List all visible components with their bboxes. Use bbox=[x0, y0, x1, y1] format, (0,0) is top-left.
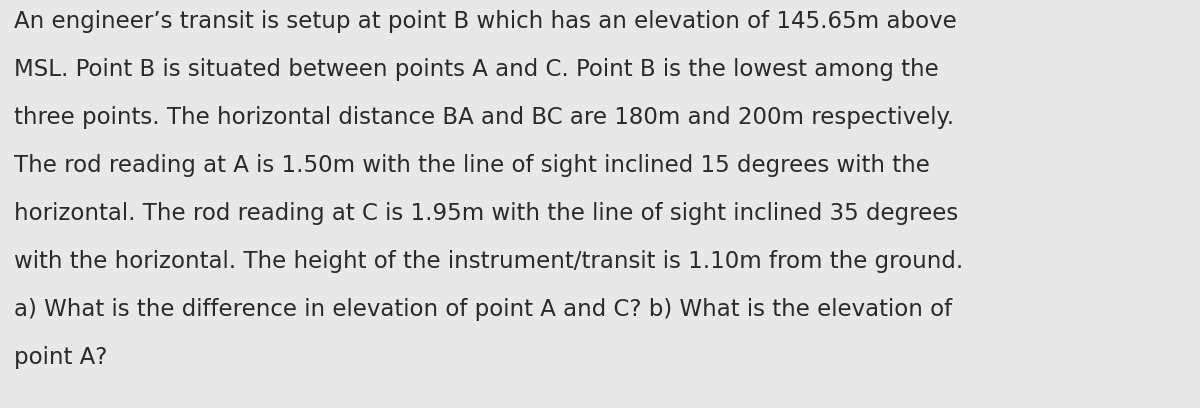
Text: with the horizontal. The height of the instrument/transit is 1.10m from the grou: with the horizontal. The height of the i… bbox=[14, 250, 964, 273]
Text: horizontal. The rod reading at C is 1.95m with the line of sight inclined 35 deg: horizontal. The rod reading at C is 1.95… bbox=[14, 202, 959, 225]
Text: three points. The horizontal distance BA and BC are 180m and 200m respectively.: three points. The horizontal distance BA… bbox=[14, 106, 954, 129]
Text: An engineer’s transit is setup at point B which has an elevation of 145.65m abov: An engineer’s transit is setup at point … bbox=[14, 10, 956, 33]
Text: a) What is the difference in elevation of point A and C? b) What is the elevatio: a) What is the difference in elevation o… bbox=[14, 298, 952, 321]
Text: MSL. Point B is situated between points A and C. Point B is the lowest among the: MSL. Point B is situated between points … bbox=[14, 58, 938, 81]
Text: The rod reading at A is 1.50m with the line of sight inclined 15 degrees with th: The rod reading at A is 1.50m with the l… bbox=[14, 154, 930, 177]
Text: point A?: point A? bbox=[14, 346, 107, 369]
